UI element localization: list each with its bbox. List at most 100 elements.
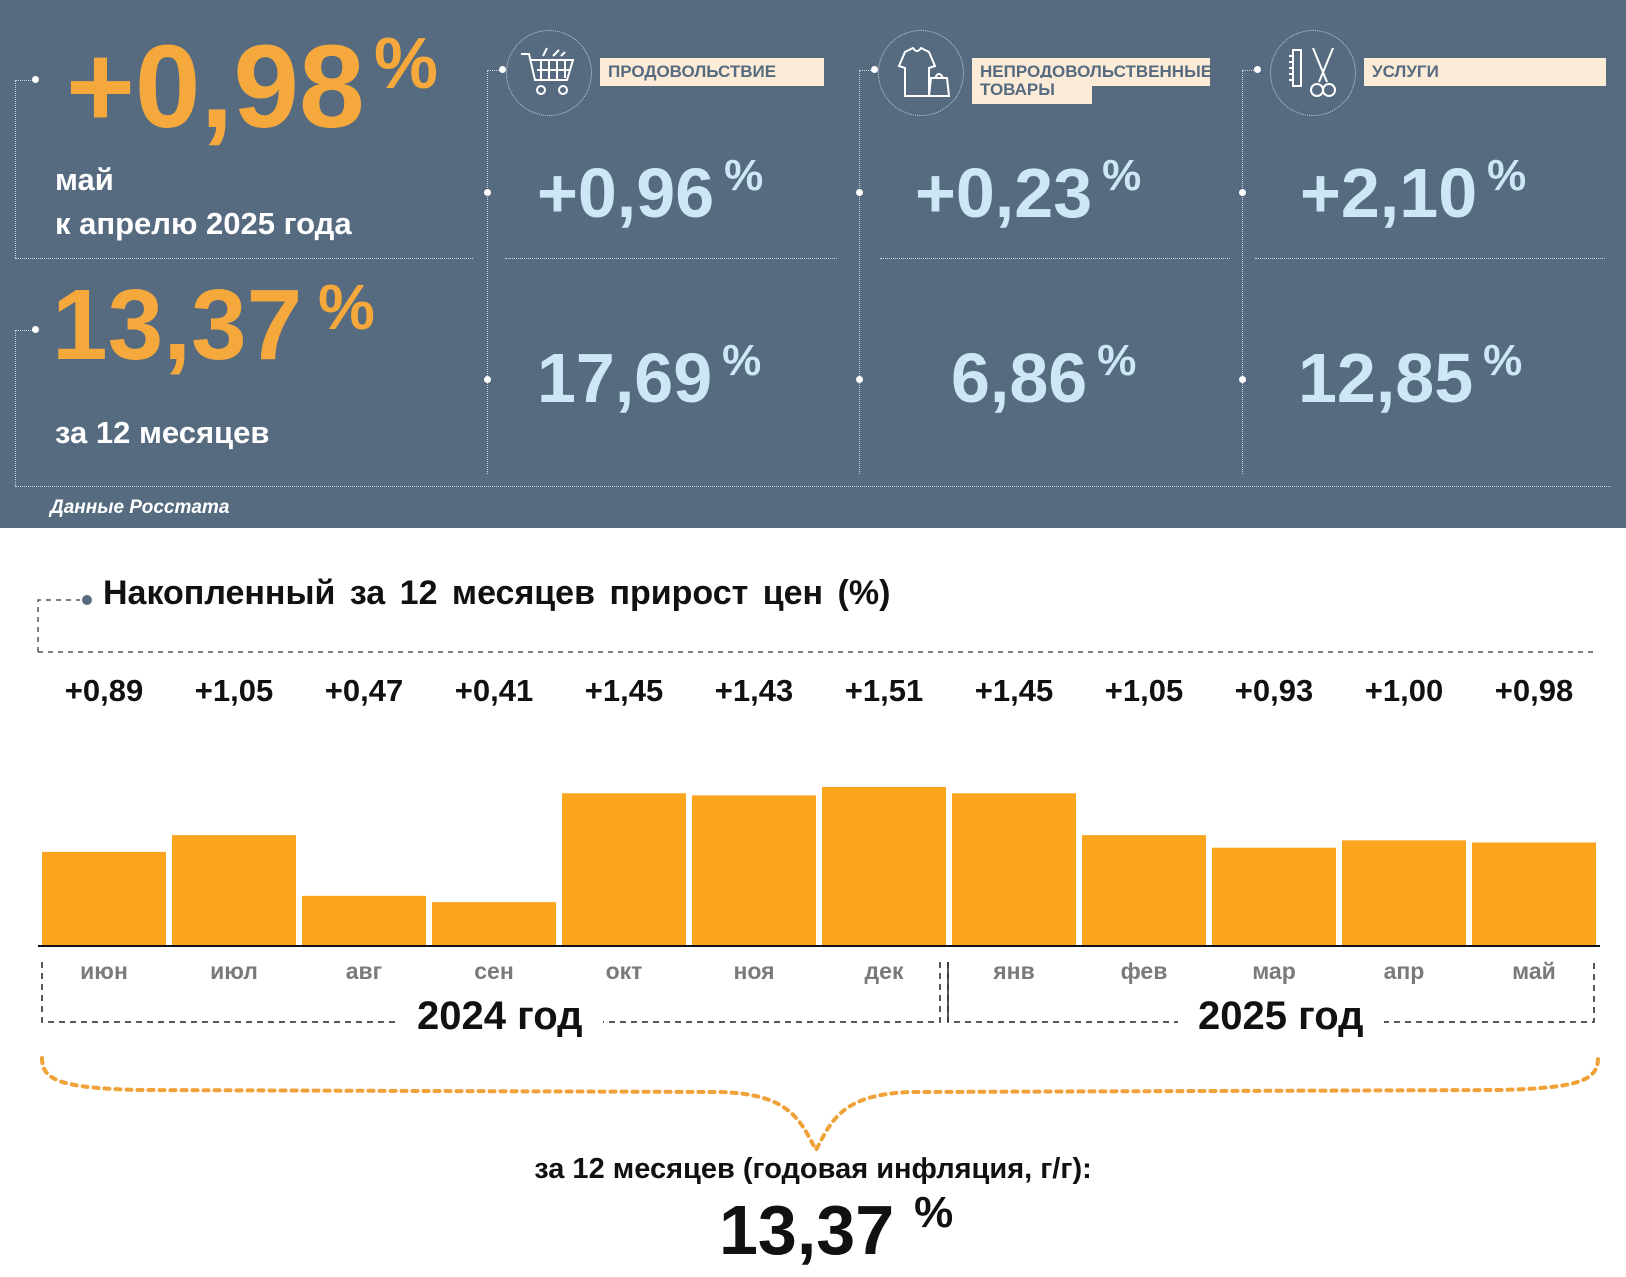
bar-июн	[42, 851, 166, 945]
value-number: +0,23	[915, 154, 1093, 232]
data-label-сен: +0,41	[454, 673, 534, 708]
month-label-июн: июн	[80, 958, 128, 984]
bar-авг	[302, 895, 426, 945]
monthly-label-period: к апрелю 2025 года	[55, 206, 352, 241]
bar-апр	[1342, 840, 1466, 945]
category-label-text: УСЛУГИ	[1372, 62, 1439, 81]
annual-summary-value: 13,37%	[719, 1191, 953, 1266]
month-label-янв: янв	[993, 958, 1035, 984]
percent-sign: %	[1487, 151, 1527, 200]
data-label-янв: +1,45	[974, 673, 1054, 708]
bar-июл	[172, 835, 296, 945]
annual-label: за 12 месяцев	[55, 415, 270, 450]
divider	[505, 258, 837, 259]
divider	[859, 70, 873, 71]
data-label-окт: +1,45	[584, 673, 664, 708]
category-label-text: ТОВАРЫ	[980, 80, 1055, 99]
divider	[1255, 258, 1605, 259]
divider	[880, 258, 1230, 259]
annual-inflation-value: 13,37 %	[52, 275, 375, 375]
value-number: +2,10	[1300, 154, 1478, 232]
value-number: 17,69	[537, 339, 713, 417]
month-label-фев: фев	[1120, 958, 1168, 984]
percent-sign: %	[1483, 336, 1523, 385]
value-number: +0,96	[537, 154, 715, 232]
category-label-services: УСЛУГИ	[1364, 58, 1606, 86]
year-label-2024: 2024 год	[397, 994, 603, 1039]
bullet-dot	[32, 326, 39, 333]
year-label-2025: 2025 год	[1178, 994, 1384, 1039]
data-label-июн: +0,89	[64, 673, 144, 708]
services-monthly-value: +2,10%	[1300, 154, 1526, 229]
percent-sign: %	[318, 271, 375, 343]
percent-sign: %	[722, 336, 762, 385]
month-label-апр: апр	[1383, 958, 1425, 984]
month-label-мар: мар	[1252, 958, 1296, 984]
percent-sign: %	[1097, 336, 1137, 385]
bullet-dot	[499, 66, 506, 73]
bullet-dot	[32, 76, 39, 83]
bullet-dot	[871, 66, 878, 73]
month-label-май: май	[1512, 958, 1556, 984]
data-label-мар: +0,93	[1234, 673, 1314, 708]
category-label-text: НЕПРОДОВОЛЬСТВЕННЫЕ	[980, 62, 1213, 81]
divider	[487, 70, 501, 71]
category-label-text: ПРОДОВОЛЬСТВИЕ	[608, 62, 777, 81]
divider	[1242, 70, 1256, 71]
food-monthly-value: +0,96%	[537, 154, 763, 229]
comb-scissors-icon	[1270, 30, 1356, 116]
bar-ноя	[692, 795, 816, 945]
month-label-окт: окт	[605, 958, 643, 984]
percent-sign: %	[1102, 151, 1142, 200]
month-label-дек: дек	[864, 958, 904, 984]
bullet-dot	[1254, 66, 1261, 73]
nonfood-monthly-value: +0,23%	[915, 154, 1141, 229]
bullet-dot	[1239, 189, 1246, 196]
category-label-food: ПРОДОВОЛЬСТВИЕ	[600, 58, 824, 86]
nonfood-annual-value: 6,86%	[951, 339, 1136, 414]
divider	[859, 70, 860, 474]
percent-sign: %	[914, 1188, 954, 1237]
percent-sign: %	[374, 24, 439, 104]
bullet-dot	[484, 189, 491, 196]
bullet-dot	[1239, 376, 1246, 383]
data-label-фев: +1,05	[1104, 673, 1184, 708]
value-number: 6,86	[951, 339, 1088, 417]
divider	[15, 258, 473, 259]
monthly-value-number: +0,98	[66, 21, 365, 153]
divider	[15, 330, 35, 331]
value-number: 12,85	[1298, 339, 1474, 417]
bar-фев	[1082, 835, 1206, 945]
data-label-июл: +1,05	[194, 673, 274, 708]
bullet-dot	[856, 376, 863, 383]
percent-sign: %	[724, 151, 764, 200]
month-label-авг: авг	[345, 958, 383, 984]
data-label-май: +0,98	[1494, 673, 1574, 708]
month-label-ноя: ноя	[733, 958, 775, 984]
category-label-nonfood-line2: ТОВАРЫ	[972, 78, 1092, 104]
food-annual-value: 17,69%	[537, 339, 761, 414]
monthly-label-month: май	[55, 162, 114, 197]
data-label-дек: +1,51	[844, 673, 924, 708]
bullet-dot	[856, 189, 863, 196]
divider	[487, 70, 488, 474]
bar-сен	[432, 902, 556, 945]
bar-окт	[562, 793, 686, 945]
bar-янв	[952, 793, 1076, 945]
summary-panel: +0,98 % май к апрелю 2025 года 13,37 % з…	[0, 0, 1626, 528]
divider	[15, 80, 16, 258]
annual-summary-caption: за 12 месяцев (годовая инфляция, г/г):	[534, 1153, 1092, 1185]
bar-май	[1472, 842, 1596, 945]
bullet-dot	[484, 376, 491, 383]
data-label-авг: +0,47	[324, 673, 404, 708]
bar-дек	[822, 787, 946, 945]
services-annual-value: 12,85%	[1298, 339, 1522, 414]
bar-мар	[1212, 847, 1336, 945]
data-label-ноя: +1,43	[714, 673, 794, 708]
annual-value-number: 13,37	[52, 269, 303, 381]
divider	[15, 330, 16, 486]
value-number: 13,37	[719, 1191, 895, 1269]
data-source: Данные Росстата	[50, 497, 230, 518]
